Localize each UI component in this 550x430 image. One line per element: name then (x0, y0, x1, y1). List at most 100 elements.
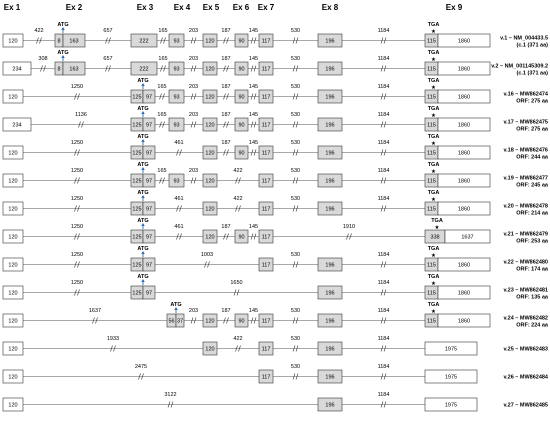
exon-header: Ex 8 (322, 3, 339, 12)
intron-length: 165 (158, 56, 167, 62)
exon-box (142, 145, 156, 160)
variant-row: 1933 422 530 1184 120 120 117 196 1975 v.25 – MW8… (2, 336, 548, 356)
exon-length: 93 (173, 179, 179, 185)
exon-length: 90 (238, 95, 244, 101)
exon-header: Ex 2 (66, 3, 83, 12)
exon-box (142, 229, 156, 244)
exon-box (2, 145, 24, 160)
exon-box (2, 229, 24, 244)
exon-length: 125 (132, 207, 141, 213)
stop-codon-star-icon: ★ (431, 252, 436, 259)
intron-break-mark (250, 93, 257, 100)
start-codon-arrow (141, 223, 145, 229)
exon-box (202, 201, 218, 216)
exon-length: 196 (325, 207, 334, 213)
exon-box (2, 369, 24, 384)
exon-box (175, 313, 185, 328)
variant-orf-label: ORF: 224 aa (516, 323, 549, 329)
exon-length: 1860 (458, 319, 470, 325)
intron-break-mark (292, 205, 299, 212)
intron-break-mark (292, 93, 299, 100)
exon-box (317, 341, 343, 356)
exon-length: 1860 (458, 123, 470, 129)
exon-box (437, 257, 491, 272)
exon-length: 120 (8, 291, 17, 297)
intron-length: 461 (174, 196, 183, 202)
exon-length: 125 (132, 263, 141, 269)
variant-row: 3122 1184 120 196 1975 v.27 – MW862485 (2, 392, 548, 412)
exon-box (258, 117, 274, 132)
intron-break-mark (250, 65, 257, 72)
intron-break-mark (292, 37, 299, 44)
intron-length: 145 (249, 224, 258, 230)
variant-orf-label: ORF: 245 aa (516, 183, 549, 189)
exon-length: 120 (205, 95, 214, 101)
start-codon-arrow (141, 251, 145, 257)
intron-length: 165 (157, 112, 166, 118)
exon-length: 97 (146, 95, 152, 101)
intron-break-mark (380, 401, 387, 408)
start-codon-label: ATG (137, 78, 148, 84)
exon-length: 1860 (458, 291, 470, 297)
intron-length: 530 (291, 308, 300, 314)
intron-length: 530 (291, 336, 300, 342)
exon-box (168, 117, 185, 132)
exon-box (437, 173, 491, 188)
exon-length: 115 (427, 39, 436, 45)
intron-break-mark (167, 401, 174, 408)
exon-length: 115 (427, 319, 436, 325)
intron-length: 165 (157, 168, 166, 174)
intron-length: 1184 (378, 168, 390, 174)
exon-length: 90 (238, 123, 244, 129)
exon-length: 222 (139, 67, 148, 73)
intron-length: 422 (233, 336, 242, 342)
exon-box (202, 61, 218, 76)
exon-length: 115 (427, 207, 436, 213)
exon-length: 120 (205, 39, 214, 45)
exon-length: 120 (8, 151, 17, 157)
exon-length: 120 (205, 123, 214, 129)
exon-length: 196 (325, 67, 334, 73)
intron-break-mark (160, 37, 166, 44)
exon-length: 115 (427, 95, 436, 101)
exon-length: 196 (325, 347, 334, 353)
start-codon-arrow (174, 307, 178, 313)
variant-row: 2475 530 1184 120 117 196 1975 v.26 – MW862484 (2, 364, 549, 384)
exon-box (317, 117, 343, 132)
intron-break-mark (78, 121, 84, 128)
exon-box (317, 313, 343, 328)
exon-length: 97 (146, 123, 152, 129)
exon-box (62, 61, 86, 76)
intron-length: 1184 (378, 112, 390, 118)
exon-length: 1975 (445, 403, 457, 409)
exon-box (142, 173, 156, 188)
exon-box (202, 341, 218, 356)
variant-orf-label: (c.1 (371 aa) (517, 43, 549, 49)
exon-length: 120 (205, 319, 214, 325)
variant-row: 308 657 165 203 187 145 530 1184 234 8 163 ATG 222 93… (2, 50, 548, 77)
exon-box (437, 117, 491, 132)
variant-label: v.18 – MW862476 (503, 148, 548, 154)
exon-box (130, 33, 158, 48)
variant-orf-label: ORF: 275 aa (516, 99, 549, 105)
variant-orf-label: ORF: 135 aa (516, 295, 549, 301)
exon-length: 125 (132, 235, 141, 241)
exon-header: Ex 3 (137, 3, 154, 12)
exon-box (2, 397, 24, 412)
exon-box (437, 89, 491, 104)
exon-length: 222 (139, 39, 148, 45)
exon-length: 117 (262, 347, 271, 353)
exon-length: 120 (205, 67, 214, 73)
intron-length: 1184 (378, 196, 390, 202)
intron-break-mark (176, 205, 182, 212)
exon-box (234, 313, 249, 328)
intron-length: 145 (249, 56, 258, 62)
exon-box (234, 117, 249, 132)
exon-box (234, 229, 249, 244)
intron-length: 1184 (378, 280, 390, 286)
exon-box (437, 61, 491, 76)
intron-length: 1650 (230, 280, 242, 286)
exon-length: 196 (325, 95, 334, 101)
intron-length: 1184 (378, 28, 390, 34)
exon-length: 196 (325, 151, 334, 157)
